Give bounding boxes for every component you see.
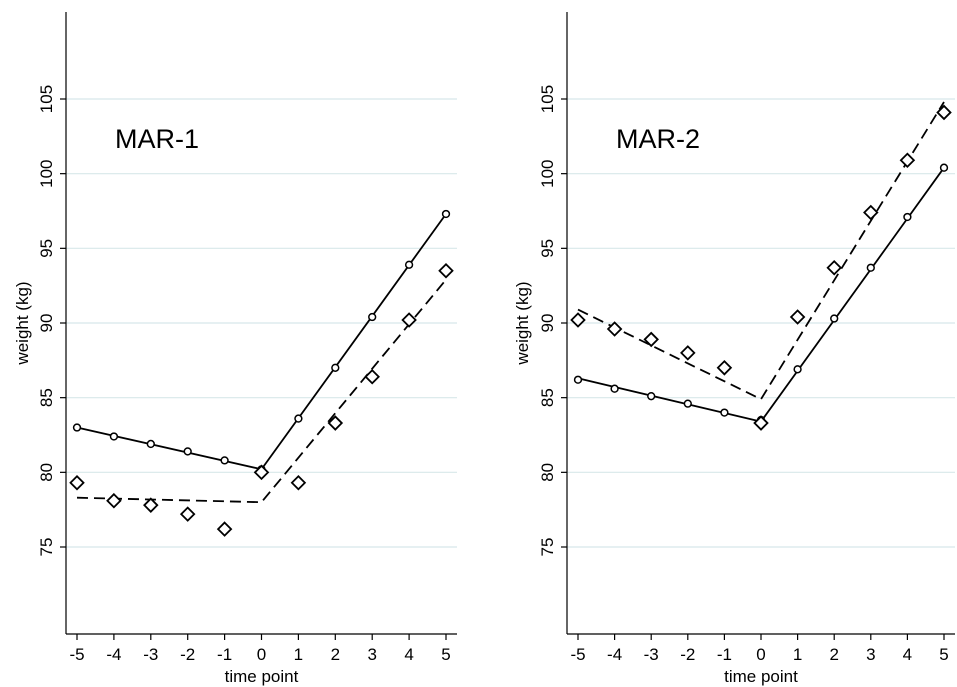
x-tick-label: -1 xyxy=(217,645,232,664)
data-point-circle xyxy=(720,408,729,417)
x-tick-label: -4 xyxy=(106,645,121,664)
x-tick-label: -2 xyxy=(680,645,695,664)
y-tick-label: 95 xyxy=(538,239,557,258)
data-point-circle xyxy=(331,363,340,372)
y-tick-label: 90 xyxy=(37,314,56,333)
data-point-circle xyxy=(72,423,82,432)
data-point-diamond xyxy=(216,521,233,537)
data-point-circle xyxy=(404,260,414,269)
data-point-diamond xyxy=(606,321,623,337)
data-point-circle xyxy=(220,456,229,465)
x-axis-title: time point xyxy=(724,667,798,686)
y-tick-label: 85 xyxy=(37,388,56,407)
x-tick-label: 3 xyxy=(367,645,376,664)
data-point-diamond xyxy=(753,415,769,431)
x-tick-label: 2 xyxy=(829,645,838,664)
data-point-diamond xyxy=(143,497,159,513)
data-point-circle xyxy=(183,447,192,456)
y-axis-title: weight (kg) xyxy=(13,281,32,365)
y-tick-label: 90 xyxy=(538,314,557,333)
x-tick-label: 4 xyxy=(903,645,912,664)
data-point-diamond xyxy=(69,475,85,491)
data-point-diamond xyxy=(570,312,586,328)
x-tick-label: 4 xyxy=(404,645,413,664)
panel-title: MAR-1 xyxy=(115,124,199,154)
data-point-diamond xyxy=(680,345,696,361)
x-tick-label: 5 xyxy=(939,645,948,664)
data-point-diamond xyxy=(899,152,916,168)
x-tick-label: 1 xyxy=(294,645,303,664)
y-tick-label: 85 xyxy=(538,388,557,407)
y-tick-label: 100 xyxy=(37,159,56,187)
y-tick-label: 80 xyxy=(37,463,56,482)
data-point-diamond xyxy=(789,309,806,325)
x-tick-label: 5 xyxy=(441,645,450,664)
data-point-circle xyxy=(903,212,912,222)
data-point-circle xyxy=(294,414,303,423)
x-tick-label: 3 xyxy=(866,645,875,664)
x-tick-label: -3 xyxy=(644,645,659,664)
x-tick-label: -5 xyxy=(570,645,585,664)
solid-trend-line xyxy=(577,167,945,423)
data-point-diamond xyxy=(716,360,733,376)
y-tick-label: 75 xyxy=(37,538,56,557)
data-point-circle xyxy=(441,209,451,219)
x-tick-label: -2 xyxy=(180,645,195,664)
panel-mar-2: 75 80 85 90 95 100 105 -5 -4 -3 -2 -1 0 1 2 3 4 5 time poi… xyxy=(513,12,955,686)
data-point-diamond xyxy=(438,262,454,279)
y-tick-label: 105 xyxy=(538,85,557,113)
x-tick-label: -5 xyxy=(69,645,84,664)
dashed-trend-line xyxy=(76,279,447,504)
y-tick-label: 100 xyxy=(538,159,557,187)
x-tick-label: 2 xyxy=(331,645,340,664)
data-point-circle xyxy=(610,384,619,393)
data-point-diamond xyxy=(826,259,842,276)
panel-mar-1: 75 80 85 90 95 100 105 -5 -4 -3 -2 -1 0 1 2 3 4 5 time poi… xyxy=(13,12,457,686)
data-point-circle xyxy=(109,432,119,441)
x-tick-label: -4 xyxy=(607,645,622,664)
data-point-diamond xyxy=(253,464,270,481)
data-point-diamond xyxy=(327,415,344,431)
data-point-diamond xyxy=(401,312,417,328)
data-point-circle xyxy=(793,365,802,374)
data-point-diamond xyxy=(179,506,196,522)
x-tick-label: -1 xyxy=(717,645,732,664)
x-tick-label: 0 xyxy=(257,645,266,664)
data-point-circle xyxy=(683,399,692,408)
data-point-diamond xyxy=(106,492,122,509)
data-point-diamond xyxy=(364,368,380,385)
x-tick-label: 1 xyxy=(793,645,802,664)
data-point-diamond xyxy=(290,475,307,491)
data-point-circle xyxy=(146,439,155,449)
data-point-circle xyxy=(647,392,656,401)
x-tick-label: 0 xyxy=(756,645,765,664)
y-tick-label: 75 xyxy=(538,538,557,557)
data-point-diamond xyxy=(936,104,952,121)
data-point-diamond xyxy=(863,204,879,221)
solid-trend-line xyxy=(76,213,447,471)
data-point-diamond xyxy=(643,331,659,348)
y-tick-label: 80 xyxy=(538,463,557,482)
data-point-circle xyxy=(866,263,875,272)
data-point-circle xyxy=(939,163,949,172)
data-point-circle xyxy=(368,312,377,322)
x-axis-title: time point xyxy=(225,667,299,686)
data-point-circle xyxy=(573,375,583,384)
y-tick-label: 105 xyxy=(37,85,56,113)
y-tick-label: 95 xyxy=(37,239,56,258)
y-axis-title: weight (kg) xyxy=(513,281,532,365)
panel-title: MAR-2 xyxy=(616,124,700,154)
x-tick-label: -3 xyxy=(143,645,158,664)
data-point-circle xyxy=(830,314,839,323)
